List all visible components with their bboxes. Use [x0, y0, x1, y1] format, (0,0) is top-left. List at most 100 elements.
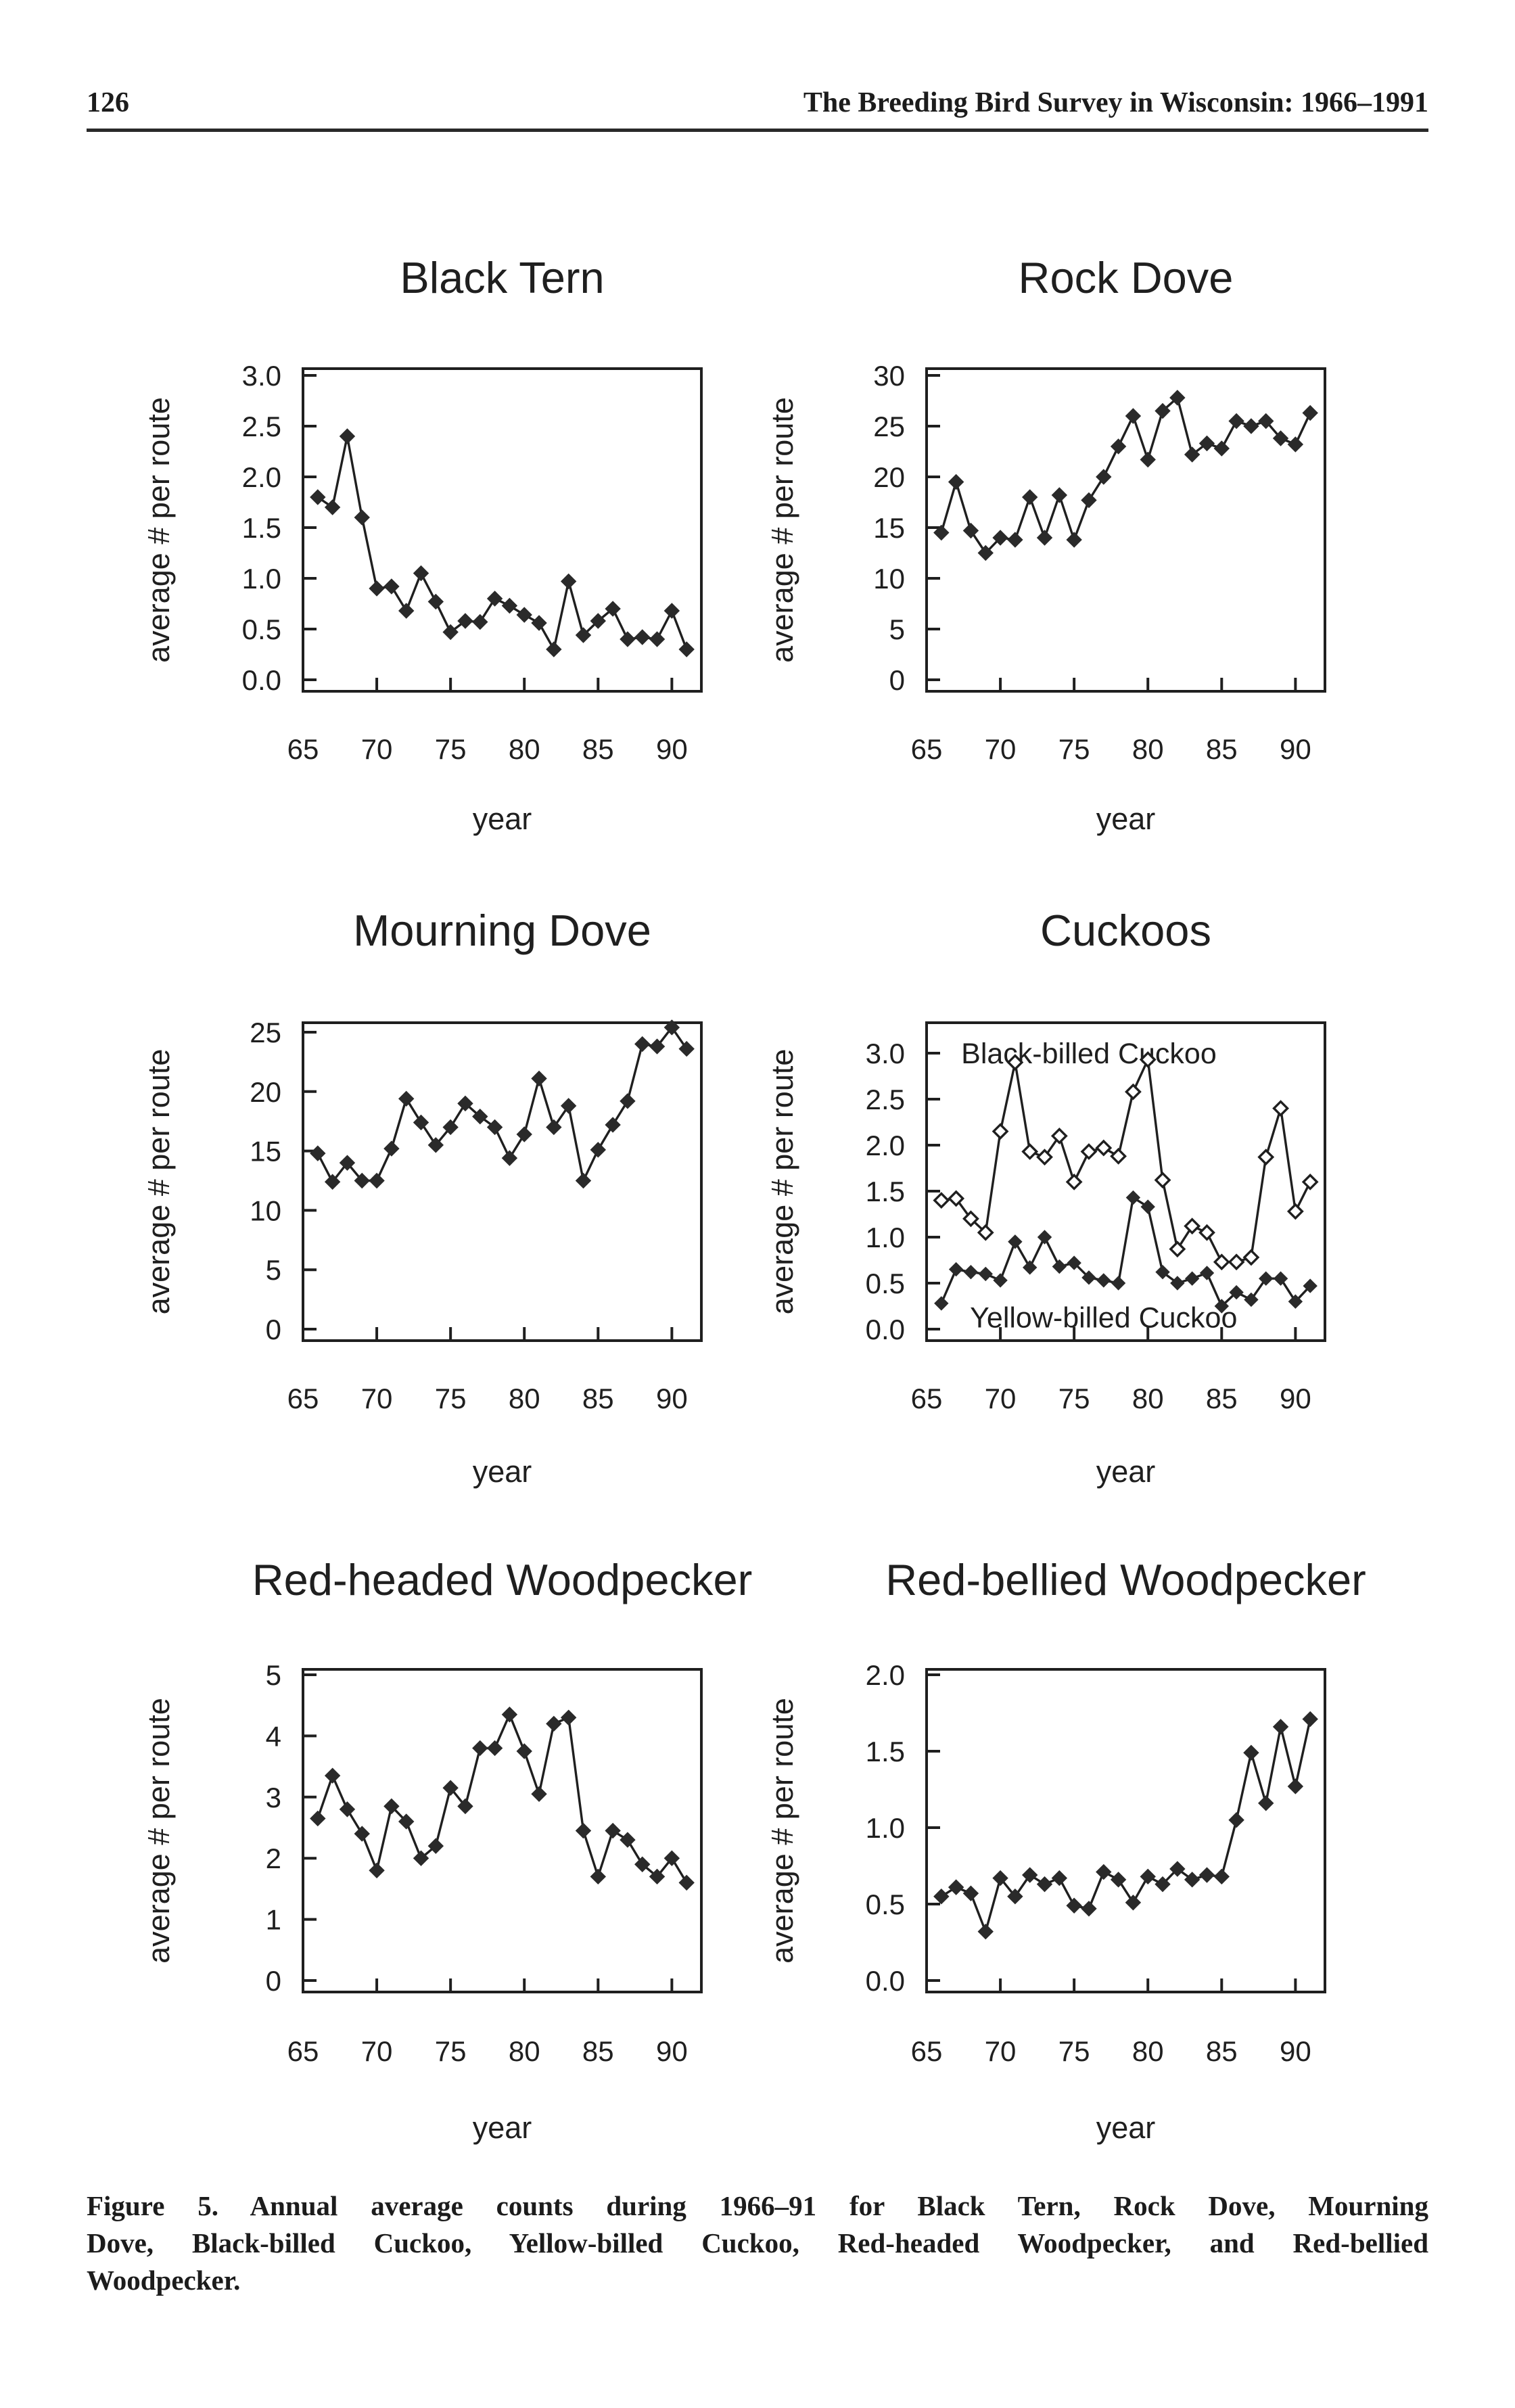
data-point-open-diamond	[933, 1192, 950, 1209]
y-axis-title: average # per route	[765, 1049, 799, 1315]
data-point-filled-diamond	[1169, 390, 1186, 406]
data-point-filled-diamond	[1022, 1260, 1038, 1275]
y-tick-label: 0.0	[866, 1314, 905, 1345]
data-point-filled-diamond	[1258, 413, 1274, 430]
data-point-filled-diamond	[1184, 1872, 1201, 1888]
y-tick-label: 2	[266, 1843, 281, 1874]
data-point-filled-diamond	[634, 1036, 651, 1052]
data-point-filled-diamond	[605, 601, 621, 617]
x-tick-label: 75	[435, 733, 467, 765]
y-axis-title: average # per route	[141, 1698, 176, 1964]
data-point-filled-diamond	[310, 1145, 326, 1161]
data-point-filled-diamond	[486, 1119, 503, 1136]
x-tick-label: 80	[1132, 733, 1164, 765]
data-point-filled-diamond	[1273, 1271, 1288, 1286]
x-tick-label: 80	[509, 2035, 540, 2067]
data-point-filled-diamond	[457, 1095, 473, 1112]
data-point-filled-diamond	[933, 524, 950, 541]
chart-title: Red-headed Woodpecker	[252, 1555, 753, 1604]
data-point-filled-diamond	[1007, 1888, 1023, 1905]
data-point-filled-diamond	[1036, 530, 1053, 546]
data-point-filled-diamond	[501, 1150, 518, 1166]
y-tick-label: 5	[889, 613, 905, 645]
chart-black-tern: Black Tern average # per route 0.0 0.5 1.0 1.…	[141, 253, 703, 836]
data-point-filled-diamond	[620, 631, 636, 647]
data-point-filled-diamond	[1096, 469, 1112, 485]
x-axis-title: year	[1096, 1454, 1156, 1489]
data-point-filled-diamond	[383, 578, 400, 595]
x-tick-label: 90	[1280, 1383, 1311, 1414]
data-point-filled-diamond	[324, 1174, 341, 1190]
data-point-filled-diamond	[575, 1822, 592, 1839]
x-tick-label: 70	[985, 1383, 1017, 1414]
data-point-filled-diamond	[605, 1117, 621, 1133]
data-point-filled-diamond	[427, 593, 444, 610]
caption-line-2: Dove, Black-billed Cuckoo, Yellow-billed…	[87, 2227, 1428, 2259]
figure-caption: Figure 5. Annual average counts during 1…	[87, 2187, 1428, 2299]
data-point-filled-diamond	[546, 1715, 562, 1732]
data-point-filled-diamond	[1037, 1230, 1052, 1245]
plot-box	[302, 367, 703, 693]
data-point-open-diamond	[1080, 1143, 1098, 1160]
plot-box	[925, 367, 1326, 693]
data-point-filled-diamond	[1258, 1795, 1274, 1811]
y-axis-title: average # per route	[141, 1049, 176, 1315]
data-point-filled-diamond	[560, 1098, 577, 1114]
series-line-rock-dove	[940, 395, 1311, 555]
data-point-filled-diamond	[457, 613, 473, 629]
data-point-filled-diamond	[546, 1119, 562, 1136]
y-axis-title: average # per route	[765, 397, 799, 663]
data-point-filled-diamond	[339, 1801, 356, 1817]
data-point-filled-diamond	[1213, 1868, 1230, 1885]
data-point-filled-diamond	[678, 641, 695, 657]
data-point-filled-diamond	[1155, 1264, 1170, 1280]
data-point-filled-diamond	[1303, 1278, 1318, 1293]
data-point-filled-diamond	[369, 580, 385, 597]
data-point-filled-diamond	[383, 1798, 400, 1815]
data-point-filled-diamond	[442, 1119, 459, 1136]
data-point-filled-diamond	[427, 1838, 444, 1854]
data-point-open-diamond	[1184, 1218, 1201, 1235]
data-point-filled-diamond	[1051, 1870, 1068, 1886]
series-line-black-tern	[317, 436, 688, 653]
x-tick-label: 85	[582, 1383, 614, 1414]
y-tick-label: 0.5	[866, 1889, 905, 1920]
x-tick-label: 85	[1206, 733, 1238, 765]
y-tick-label: 20	[873, 461, 905, 493]
x-tick-label: 70	[985, 733, 1017, 765]
data-point-filled-diamond	[560, 1709, 577, 1726]
data-point-filled-diamond	[442, 624, 459, 641]
series-annotation: Yellow-billed Cuckoo	[970, 1301, 1237, 1334]
data-point-filled-diamond	[339, 428, 356, 444]
y-tick-label: 25	[873, 411, 905, 442]
caption-line-3: Woodpecker.	[87, 2265, 241, 2296]
x-axis-title: year	[1096, 802, 1156, 836]
data-point-filled-diamond	[354, 1826, 370, 1842]
data-point-filled-diamond	[1140, 451, 1156, 468]
data-point-filled-diamond	[649, 1868, 666, 1885]
plot-box	[302, 1668, 703, 1993]
data-point-filled-diamond	[575, 1172, 592, 1189]
data-point-filled-diamond	[1066, 532, 1082, 548]
data-point-filled-diamond	[1287, 436, 1304, 453]
running-title: The Breeding Bird Survey in Wisconsin: 1…	[803, 87, 1428, 118]
data-point-filled-diamond	[1111, 1276, 1126, 1291]
x-tick-label: 80	[509, 733, 540, 765]
y-tick-label: 1.5	[866, 1176, 905, 1207]
data-point-open-diamond	[977, 1224, 994, 1241]
data-point-filled-diamond	[324, 499, 341, 515]
data-point-filled-diamond	[486, 1740, 503, 1757]
chart-red-bellied-woodpecker: Red-bellied Woodpecker average # per rout…	[765, 1555, 1366, 2145]
x-tick-label: 70	[361, 1383, 393, 1414]
data-point-filled-diamond	[442, 1780, 459, 1796]
data-point-filled-diamond	[1229, 1284, 1244, 1300]
data-point-open-diamond	[992, 1123, 1009, 1140]
data-point-filled-diamond	[948, 473, 964, 490]
x-tick-label: 65	[287, 2035, 319, 2067]
data-point-filled-diamond	[413, 1850, 429, 1866]
data-point-filled-diamond	[1052, 1259, 1067, 1274]
data-point-filled-diamond	[993, 1273, 1008, 1288]
y-tick-label: 30	[873, 360, 905, 392]
y-tick-label: 1.0	[866, 1812, 905, 1844]
data-point-filled-diamond	[339, 1155, 356, 1171]
